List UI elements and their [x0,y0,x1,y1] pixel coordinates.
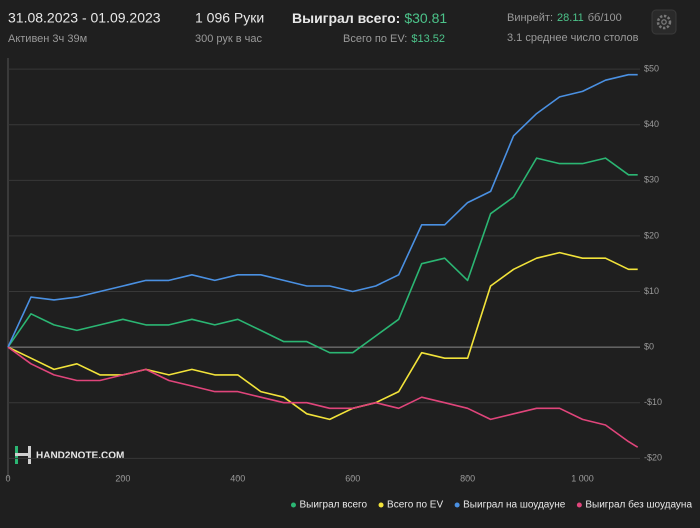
winrate-label: Винрейт: [507,12,553,24]
date-range: 31.08.2023 - 01.09.2023 [8,10,161,26]
legend-dot [378,502,384,508]
series-line [7,73,638,348]
hands: 1 096 Руки [195,10,264,26]
legend-dot [576,502,582,508]
watermark-text: HAND2NOTE.COM [36,451,124,462]
watermark: HAND2NOTE.COM [15,446,124,464]
active-time: Активен 3ч 39м [8,33,87,45]
x-tick-label: 800 [460,473,475,483]
y-tick-label: $40 [644,119,659,129]
settings-button[interactable] [651,9,677,35]
ev-label: Всего по EV: [343,33,407,45]
y-tick-label: $0 [644,341,654,351]
winrate: Винрейт: 28.11 бб/100 [507,12,622,24]
hands-per-hour: 300 рук в час [195,33,263,45]
won-value: $30.81 [404,10,447,26]
legend-label: Выиграл без шоудауна [585,499,692,511]
y-tick-label: $30 [644,175,659,185]
won-total: Выиграл всего: $30.81 [292,10,447,26]
y-tick-label: -$10 [644,397,662,407]
y-tick-label: $20 [644,230,659,240]
legend-label: Выиграл на шоудауне [463,500,566,511]
series-line [7,157,638,354]
legend-label: Выиграл всего [299,500,367,511]
settings-box[interactable] [651,9,677,35]
winrate-value: 28.11 [557,12,584,24]
tables: 3.1 среднее число столов [507,32,639,44]
x-tick-label: 200 [115,473,130,483]
legend-dot [454,502,460,508]
x-tick-label: 600 [345,473,360,483]
winrate-unit: бб/100 [588,12,622,24]
x-tick-label: 400 [230,473,245,483]
legend: Выиграл без шоудауна Выиграл на шоудауне В… [290,499,692,511]
series-line [7,251,638,421]
legend-dot [290,502,296,508]
logo-bar [15,453,31,456]
won-label: Выиграл всего: [292,10,400,26]
x-tick-label: 0 [5,473,10,483]
ev-total: Всего по EV: $13.52 [343,33,445,45]
y-tick-label: $50 [644,63,659,73]
gear-hub[interactable] [661,19,667,25]
y-tick-label: $10 [644,286,659,296]
legend-label: Всего по EV [387,500,443,511]
y-tick-label: -$20 [644,453,662,463]
series-line [7,346,639,448]
ev-value: $13.52 [411,33,445,45]
x-tick-label: 1 000 [571,473,594,483]
gear-teeth[interactable] [656,14,672,30]
